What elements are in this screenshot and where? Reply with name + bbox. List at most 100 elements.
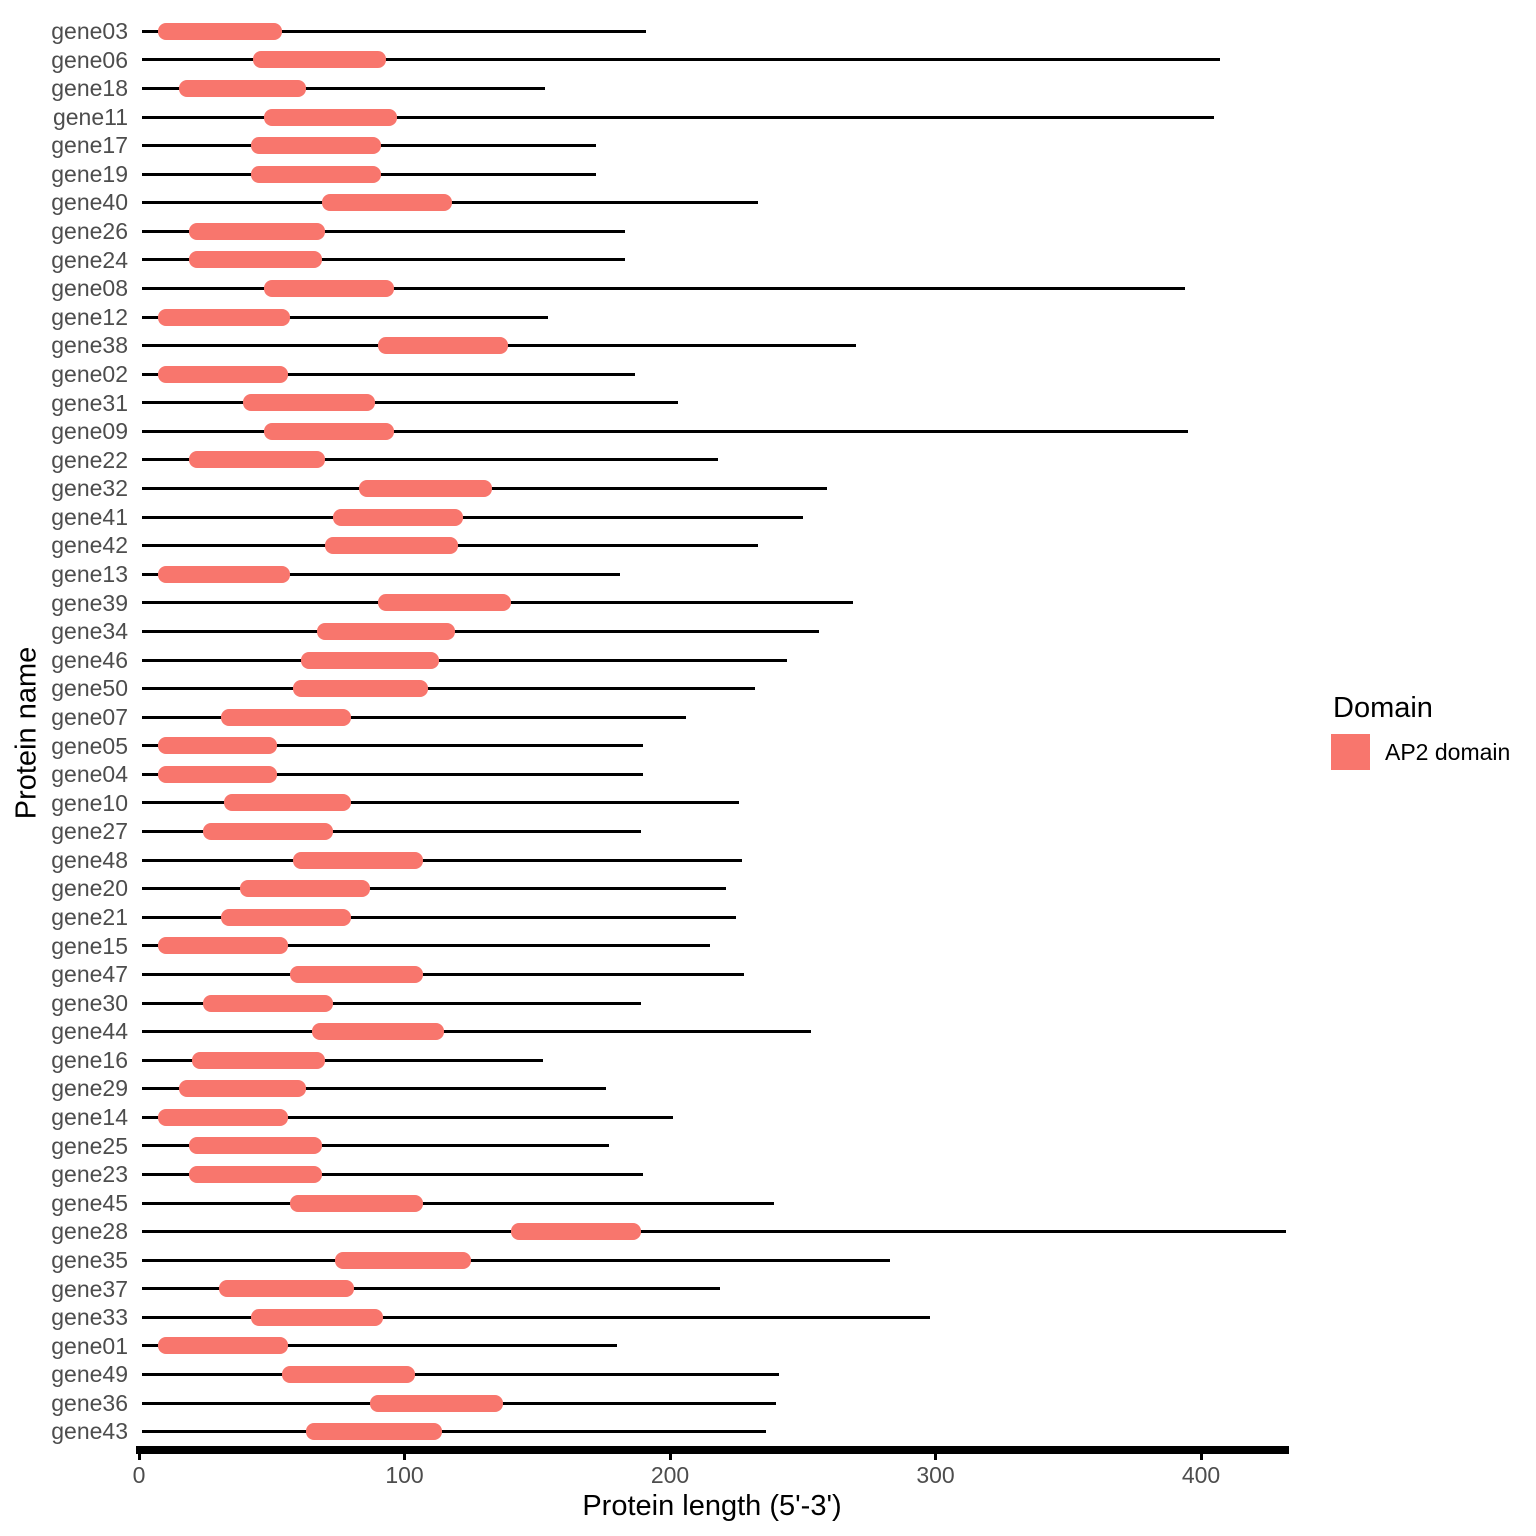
ap2-domain-rect: [250, 137, 381, 155]
protein-row: [139, 960, 1286, 989]
ap2-domain-rect: [239, 880, 370, 898]
protein-row: [139, 1389, 1286, 1418]
y-axis-labels: gene03 gene06 gene18 gene11 gene17 gene19 gene…: [0, 17, 128, 1446]
y-tick-label: gene19: [51, 160, 128, 187]
y-tick-label: gene13: [51, 561, 128, 588]
protein-row: [139, 1217, 1286, 1246]
ap2-domain-rect: [335, 1251, 471, 1269]
ap2-domain-rect: [332, 508, 463, 526]
y-tick-label: gene34: [51, 618, 128, 645]
legend: Domain AP2 domain: [1331, 692, 1531, 770]
ap2-domain-rect: [221, 908, 352, 926]
protein-row: [139, 46, 1286, 75]
protein-row: [139, 331, 1286, 360]
ap2-domain-rect: [290, 965, 424, 983]
protein-chain-line: [141, 1172, 644, 1176]
ap2-domain-rect: [157, 565, 291, 583]
protein-row: [139, 74, 1286, 103]
y-tick-label: gene30: [51, 989, 128, 1016]
y-tick-label: gene31: [51, 389, 128, 416]
protein-chain-line: [141, 429, 1188, 433]
protein-chain-line: [141, 915, 737, 919]
y-tick-label: gene11: [52, 103, 128, 130]
x-tick-label: 200: [650, 1462, 690, 1488]
ap2-domain-rect: [300, 651, 440, 669]
protein-row: [139, 1017, 1286, 1046]
y-tick-label: gene42: [51, 532, 128, 559]
y-tick-label: gene32: [51, 475, 128, 502]
y-tick-label: gene08: [51, 275, 128, 302]
protein-chain-line: [141, 1087, 607, 1091]
y-tick-label: gene09: [51, 418, 128, 445]
protein-chain-line: [141, 515, 803, 519]
x-tick-mark: [1199, 1454, 1203, 1460]
ap2-domain-rect: [157, 22, 283, 40]
protein-row: [139, 789, 1286, 818]
protein-row: [139, 1332, 1286, 1361]
protein-chain-line: [141, 744, 644, 748]
y-tick-label: gene05: [51, 732, 128, 759]
protein-chain-line: [141, 1373, 779, 1377]
protein-row: [139, 417, 1286, 446]
protein-chain-line: [141, 372, 636, 376]
protein-chain-line: [141, 658, 787, 662]
ap2-domain-rect: [282, 1366, 416, 1384]
protein-chain-line: [141, 572, 620, 576]
y-tick-label: gene39: [51, 589, 128, 616]
protein-row: [139, 1246, 1286, 1275]
ap2-domain-rect: [369, 1394, 503, 1412]
x-tick-mark: [137, 1454, 141, 1460]
y-tick-label: gene36: [51, 1389, 128, 1416]
x-axis-line: [136, 1446, 1289, 1454]
protein-row: [139, 1417, 1286, 1446]
y-tick-label: gene47: [51, 961, 128, 988]
y-tick-label: gene23: [51, 1161, 128, 1188]
protein-chain-line: [141, 830, 641, 834]
ap2-domain-rect: [157, 737, 278, 755]
y-tick-label: gene22: [51, 446, 128, 473]
y-tick-label: gene43: [51, 1418, 128, 1445]
ap2-domain-rect: [178, 79, 307, 97]
protein-row: [139, 617, 1286, 646]
ap2-domain-rect: [189, 1137, 323, 1155]
y-tick-label: gene35: [51, 1246, 128, 1273]
y-tick-label: gene15: [51, 932, 128, 959]
protein-chain-line: [141, 1030, 811, 1034]
protein-chain-line: [141, 944, 710, 948]
y-tick-label: gene40: [51, 189, 128, 216]
y-tick-label: gene29: [51, 1075, 128, 1102]
protein-row: [139, 503, 1286, 532]
protein-chain-line: [141, 58, 1220, 62]
ap2-domain-rect: [189, 251, 323, 269]
protein-row: [139, 1132, 1286, 1161]
protein-row: [139, 932, 1286, 961]
ap2-domain-rect: [377, 594, 511, 612]
protein-row: [139, 817, 1286, 846]
ap2-domain-rect: [218, 1280, 355, 1298]
protein-row: [139, 160, 1286, 189]
y-tick-label: gene18: [51, 75, 128, 102]
ap2-domain-rect: [263, 422, 394, 440]
y-tick-label: gene17: [51, 132, 128, 159]
ap2-domain-rect: [192, 1051, 325, 1069]
ap2-domain-rect: [292, 680, 429, 698]
ap2-domain-rect: [324, 537, 458, 555]
protein-row: [139, 360, 1286, 389]
protein-row: [139, 1360, 1286, 1389]
ap2-domain-rect: [157, 937, 288, 955]
ap2-domain-rect: [263, 280, 394, 297]
x-tick-label: 100: [385, 1462, 424, 1488]
x-axis-title: Protein length (5'-3'): [582, 1490, 842, 1522]
y-tick-label: gene16: [51, 1046, 128, 1073]
y-tick-label: gene45: [51, 1189, 128, 1216]
y-tick-label: gene41: [51, 503, 128, 530]
protein-chain-line: [141, 1344, 617, 1348]
legend-entry-label: AP2 domain: [1385, 739, 1511, 765]
ap2-domain-rect: [178, 1080, 307, 1098]
protein-chain-line: [141, 458, 718, 462]
y-tick-label: gene10: [51, 789, 128, 816]
plot-panel: [139, 17, 1286, 1446]
y-tick-label: gene38: [51, 332, 128, 359]
ap2-domain-rect: [202, 823, 333, 841]
protein-row: [139, 560, 1286, 589]
